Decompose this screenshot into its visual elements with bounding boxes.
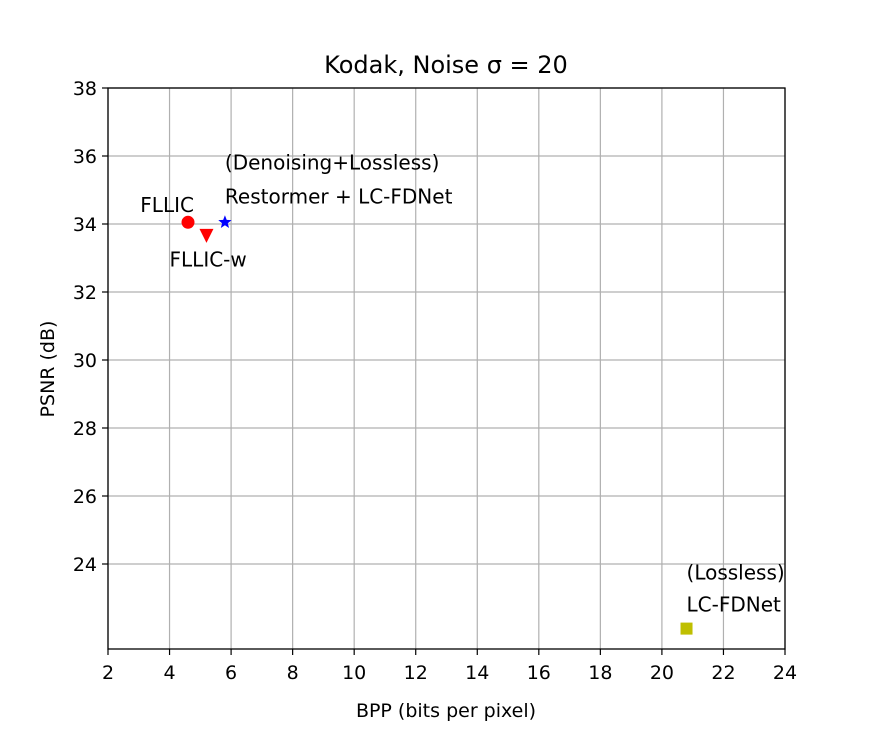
annotations: FLLIC FLLIC-w (Denoising+Lossless) Restorme… — [140, 151, 784, 617]
y-tick-label: 28 — [73, 418, 97, 440]
annotation-label: FLLIC — [140, 193, 194, 217]
data-point — [199, 228, 214, 243]
y-tick-label: 32 — [73, 282, 97, 304]
annotation-label: LC-FDNet — [687, 593, 781, 617]
y-tick-label: 34 — [73, 214, 97, 236]
annotation-label: FLLIC-w — [170, 248, 247, 272]
data-markers — [181, 215, 693, 635]
x-tick-label: 22 — [711, 662, 735, 684]
x-tick-label: 4 — [163, 662, 175, 684]
annotation-label: Restormer + LC-FDNet — [225, 185, 453, 209]
x-tick-label: 6 — [225, 662, 237, 684]
grid — [107, 87, 786, 649]
annotation-label: (Lossless) — [687, 560, 785, 584]
y-axis-label: PSNR (dB) — [37, 321, 59, 418]
x-tick-label: 20 — [650, 662, 674, 684]
y-tick-label: 26 — [73, 486, 97, 508]
data-point — [680, 622, 693, 635]
x-tick-label: 18 — [588, 662, 612, 684]
y-tick-label: 30 — [73, 350, 97, 372]
annotation-label: (Denoising+Lossless) — [225, 151, 439, 175]
chart-title: Kodak, Noise σ = 20 — [324, 51, 568, 79]
plot-frame — [107, 87, 786, 650]
x-axis-label: BPP (bits per pixel) — [356, 700, 536, 722]
x-tick-label: 8 — [287, 662, 299, 684]
x-tick-label: 2 — [102, 662, 114, 684]
x-tick-label: 16 — [527, 662, 551, 684]
y-tick-label: 24 — [73, 554, 97, 576]
data-point — [218, 215, 232, 228]
x-tick-label: 12 — [404, 662, 428, 684]
y-tick-label: 36 — [73, 146, 97, 168]
y-tick-label: 38 — [73, 78, 97, 100]
x-tick-label: 10 — [342, 662, 366, 684]
data-point — [181, 215, 195, 229]
x-tick-label: 24 — [773, 662, 797, 684]
x-tick-label: 14 — [465, 662, 489, 684]
